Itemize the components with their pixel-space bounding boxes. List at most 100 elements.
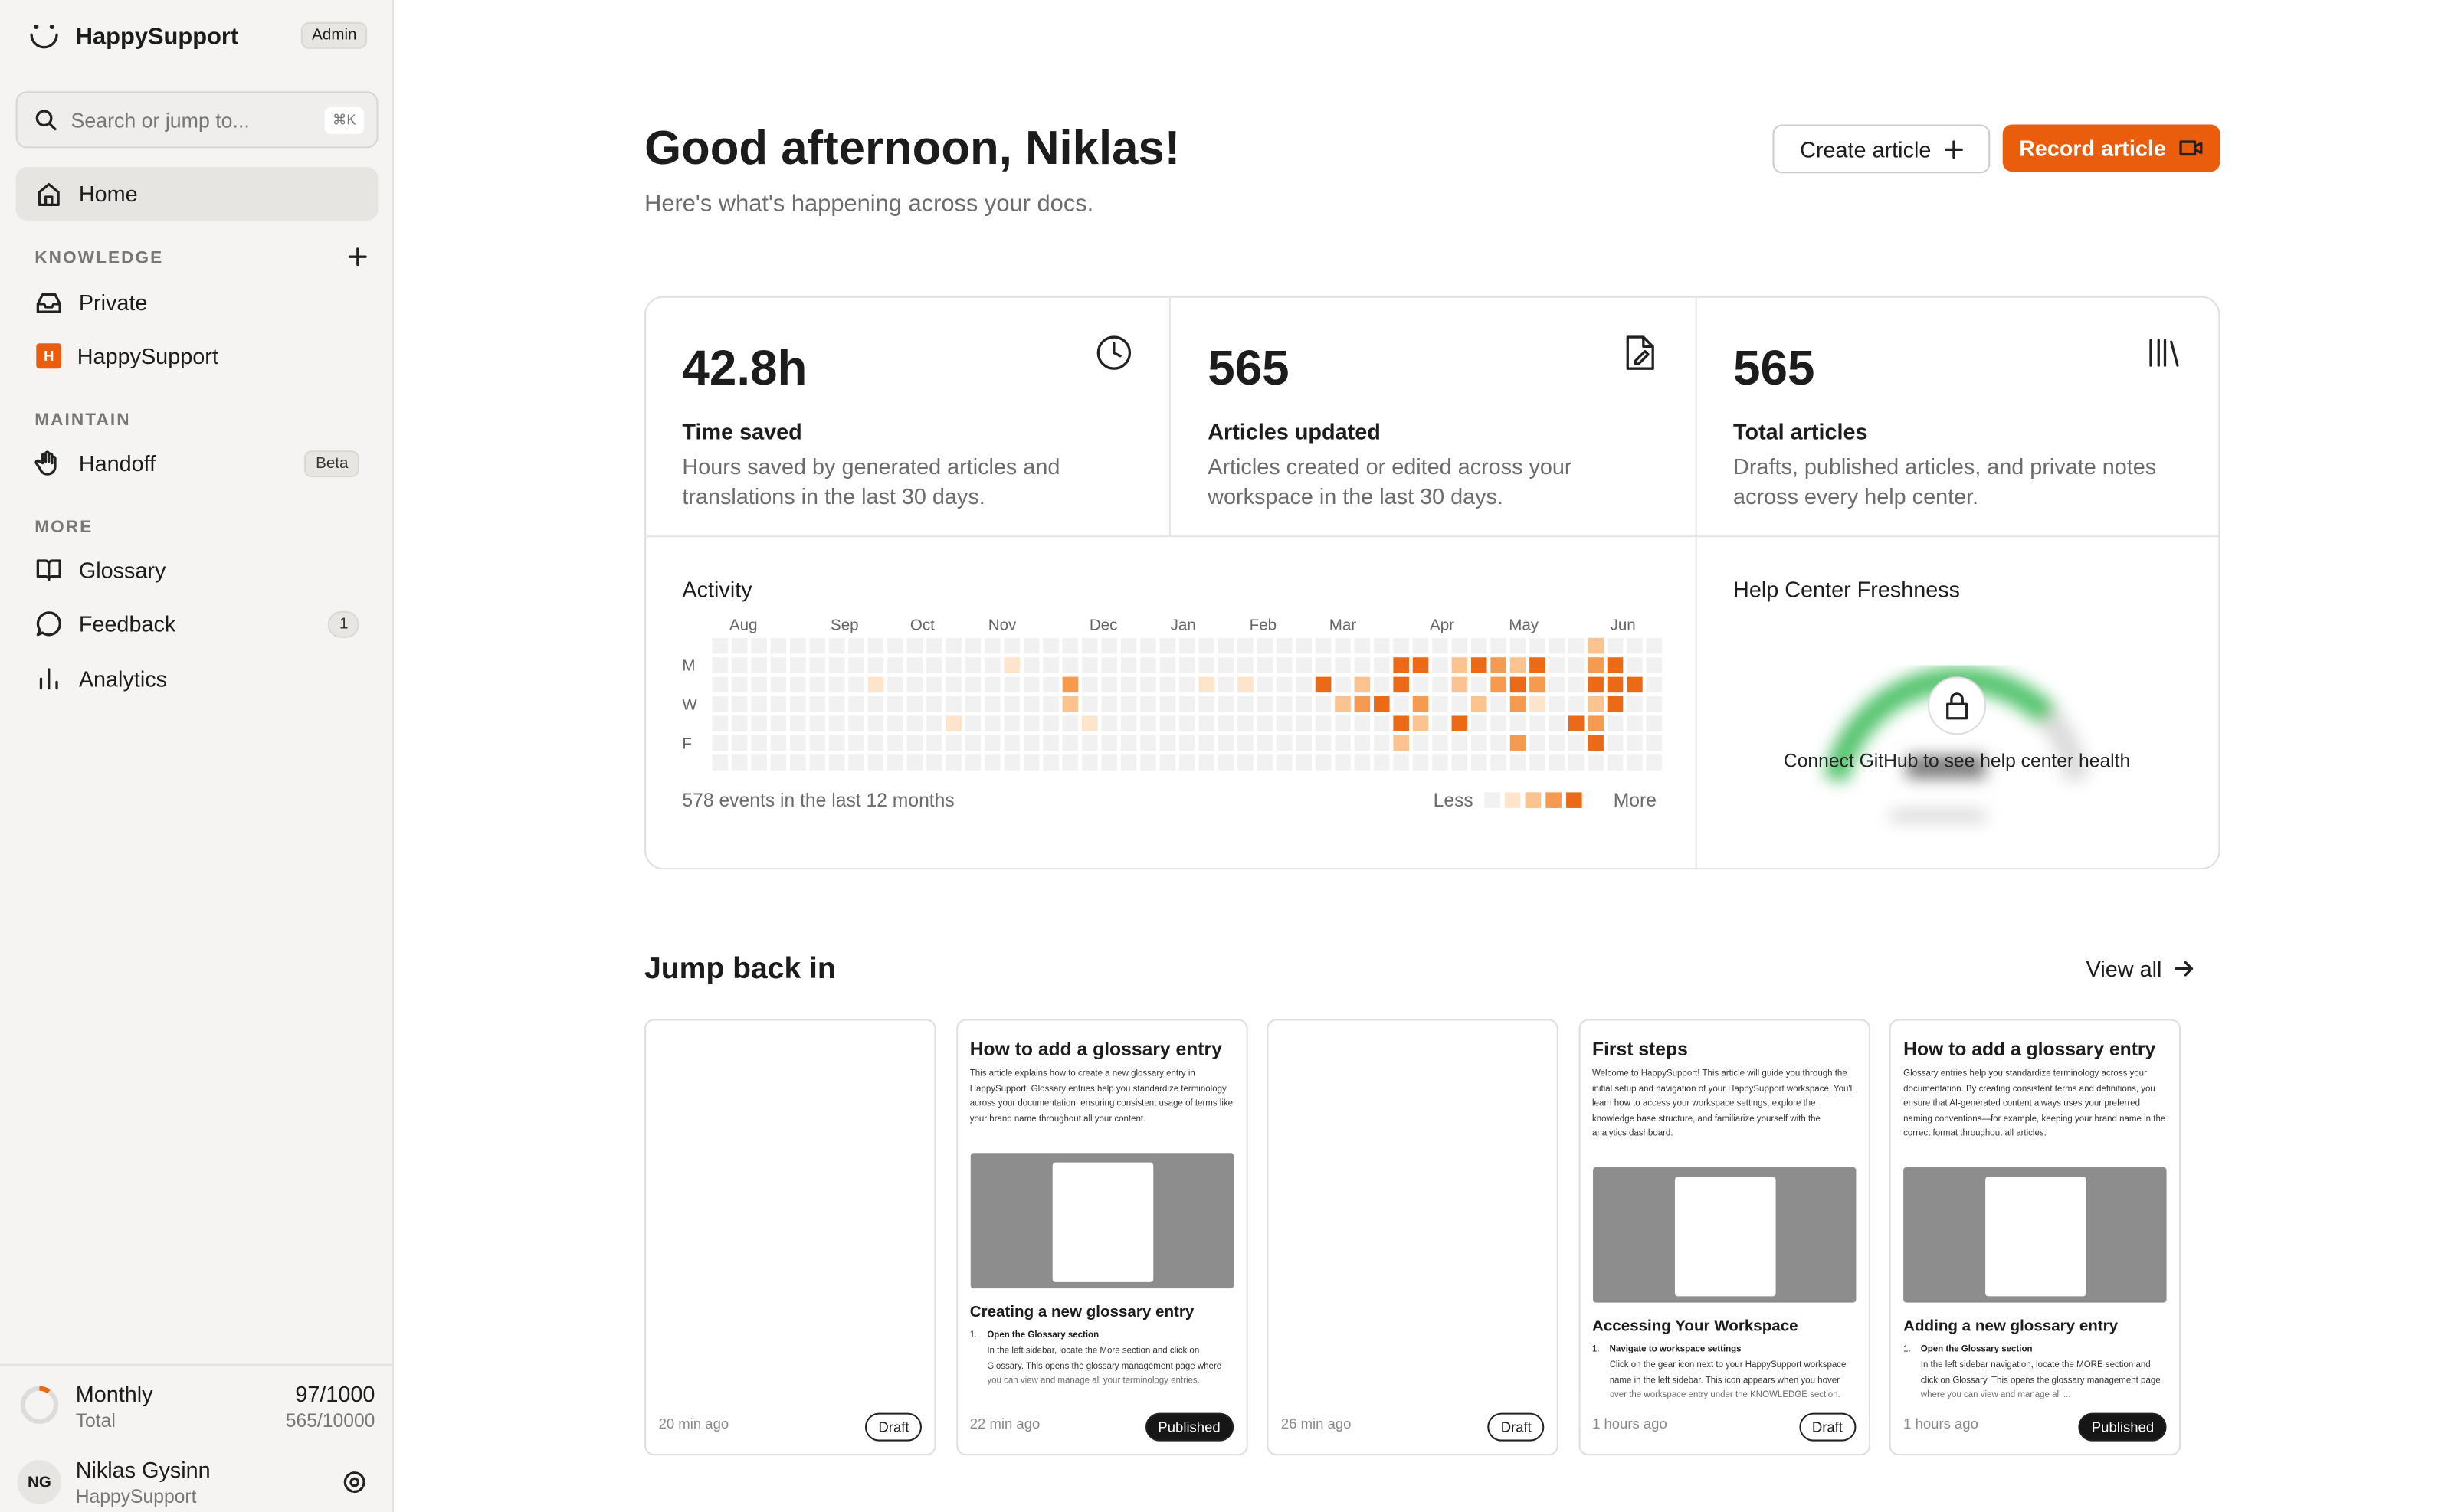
activity-cell [1588, 637, 1604, 654]
article-card[interactable]: How to add a glossary entry Glossary entr… [1889, 1019, 2181, 1456]
month-label: Apr [1430, 617, 1454, 634]
empty-cell [1140, 754, 1156, 771]
empty-cell [1257, 696, 1273, 712]
clock-icon [1096, 335, 1132, 370]
card-title: How to add a glossary entry [969, 1038, 1222, 1060]
record-button[interactable]: Record article [2002, 124, 2220, 172]
empty-cell [1335, 637, 1351, 654]
empty-cell [887, 637, 903, 654]
empty-cell [1315, 754, 1332, 771]
empty-cell [1549, 715, 1565, 731]
activity-cell [1393, 676, 1409, 693]
empty-cell [1627, 735, 1643, 751]
empty-cell [1335, 735, 1351, 751]
step-number: 1. [1903, 1345, 1911, 1355]
stat-value: 42.8h [682, 340, 808, 396]
empty-cell [1159, 754, 1176, 771]
view-all[interactable]: View all [2086, 956, 2194, 981]
empty-cell [1549, 676, 1565, 693]
empty-cell [1277, 657, 1293, 673]
status-badge: Draft [1799, 1412, 1856, 1442]
empty-cell [848, 696, 864, 712]
empty-cell [1004, 735, 1021, 751]
card-screenshot [969, 1153, 1234, 1289]
search[interactable]: Search or jump to... ⌘K [15, 91, 379, 149]
article-card[interactable]: First steps Welcome to HappySupport! This… [1578, 1019, 1870, 1456]
empty-cell [1335, 657, 1351, 673]
empty-cell [1296, 715, 1312, 731]
usage-period: Monthly [75, 1381, 153, 1407]
nav-feedback[interactable]: Feedback 1 [16, 597, 379, 650]
section-title: MAINTAIN [34, 411, 131, 430]
nav-analytics[interactable]: Analytics [16, 652, 379, 705]
empty-cell [1607, 637, 1624, 654]
activity-cell [1529, 696, 1545, 712]
empty-cell [848, 657, 864, 673]
empty-cell [848, 676, 864, 693]
nav-workspace[interactable]: H HappySupport [16, 329, 379, 383]
blurred-gauge [1823, 666, 2089, 821]
article-card[interactable]: How to add a glossary entry This article … [955, 1019, 1247, 1456]
icon [39, 668, 58, 690]
card-time: 1 hours ago [1592, 1415, 1667, 1432]
empty-cell [770, 696, 787, 712]
empty-cell [887, 676, 903, 693]
activity-cell [1237, 676, 1254, 693]
legend-less: Less [1434, 790, 1473, 811]
role-badge: Admin [300, 21, 368, 49]
empty-cell [1237, 715, 1254, 731]
empty-cell [790, 735, 806, 751]
month-label: Aug [729, 617, 758, 634]
empty-cell [1373, 715, 1390, 731]
article-card[interactable]: 20 min ago Draft [644, 1019, 936, 1456]
settings[interactable] [342, 1470, 367, 1495]
empty-cell [770, 735, 787, 751]
empty-cell [1509, 637, 1526, 654]
empty-cell [1023, 657, 1040, 673]
empty-cell [828, 754, 845, 771]
empty-cell [1296, 676, 1312, 693]
empty-cell [1120, 754, 1137, 771]
article-card[interactable]: 26 min ago Draft [1267, 1019, 1558, 1456]
nav-private[interactable]: Private [16, 276, 379, 329]
nav-handoff[interactable]: Handoff Beta [16, 437, 379, 490]
empty-cell [1023, 754, 1040, 771]
empty-cell [1315, 657, 1332, 673]
activity-cell [1490, 657, 1506, 673]
legend-swatch [1545, 792, 1562, 808]
status-badge: Draft [865, 1412, 922, 1442]
empty-cell [926, 657, 942, 673]
empty-cell [790, 676, 806, 693]
empty-cell [1646, 637, 1663, 654]
create-button[interactable]: Create article [1772, 124, 1991, 174]
empty-cell [1257, 637, 1273, 654]
greeting: Good afternoon, Niklas! [644, 123, 1181, 175]
nav-glossary[interactable]: Glossary [16, 543, 379, 597]
empty-cell [1179, 754, 1195, 771]
empty-cell [1393, 754, 1409, 771]
legend-swatch [1504, 792, 1521, 808]
activity-cell [1588, 657, 1604, 673]
empty-cell [770, 657, 787, 673]
empty-cell [1568, 657, 1585, 673]
empty-cell [731, 715, 748, 731]
library-icon [2149, 339, 2179, 367]
empty-cell [965, 754, 982, 771]
empty-cell [1218, 735, 1234, 751]
nav-home[interactable]: Home [15, 166, 379, 221]
empty-cell [1179, 637, 1195, 654]
empty-cell [1432, 735, 1448, 751]
add-button[interactable] [348, 247, 367, 267]
user-name: Niklas Gysinn [75, 1457, 211, 1483]
empty-cell [1159, 657, 1176, 673]
empty-cell [1023, 696, 1040, 712]
empty-cell [1004, 696, 1021, 712]
empty-cell [906, 637, 923, 654]
empty-cell [1296, 754, 1312, 771]
empty-cell [731, 754, 748, 771]
empty-cell [1335, 715, 1351, 731]
empty-cell [848, 735, 864, 751]
empty-cell [985, 735, 1001, 751]
empty-cell [790, 657, 806, 673]
